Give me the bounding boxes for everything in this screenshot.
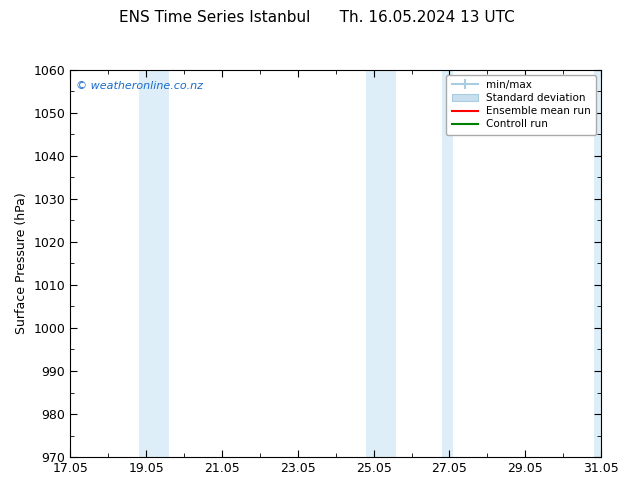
Text: © weatheronline.co.nz: © weatheronline.co.nz bbox=[75, 81, 203, 91]
Text: ENS Time Series Istanbul      Th. 16.05.2024 13 UTC: ENS Time Series Istanbul Th. 16.05.2024 … bbox=[119, 10, 515, 25]
Y-axis label: Surface Pressure (hPa): Surface Pressure (hPa) bbox=[15, 193, 28, 334]
Bar bbox=[139, 70, 169, 457]
Bar bbox=[593, 70, 601, 457]
Legend: min/max, Standard deviation, Ensemble mean run, Controll run: min/max, Standard deviation, Ensemble me… bbox=[446, 75, 596, 135]
Bar bbox=[442, 70, 453, 457]
Bar bbox=[366, 70, 396, 457]
